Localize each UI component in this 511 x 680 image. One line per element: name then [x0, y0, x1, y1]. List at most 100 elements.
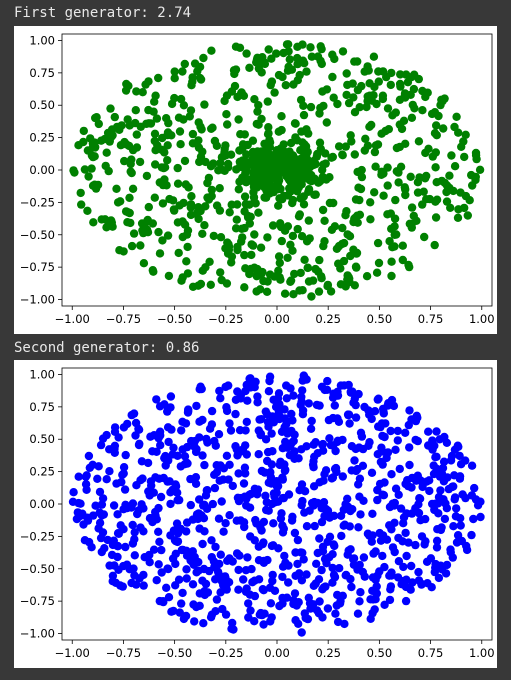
scatter-point [350, 108, 360, 117]
scatter-point [158, 199, 168, 208]
x-tick-label: −1.00 [55, 312, 90, 326]
scatter-point [98, 434, 108, 443]
scatter-point [202, 434, 211, 444]
scatter-point [427, 109, 437, 119]
scatter-point [95, 487, 105, 497]
scatter-point [166, 531, 175, 540]
scatter-point [349, 245, 358, 254]
scatter-point [318, 205, 328, 215]
x-tick-label: 1.00 [469, 646, 495, 660]
scatter-point [313, 149, 322, 159]
scatter-point [165, 194, 174, 204]
scatter-point [151, 91, 160, 100]
x-tick-label: 1.00 [469, 312, 495, 326]
scatter-point [396, 504, 406, 513]
scatter-point [278, 599, 287, 608]
scatter-point [79, 126, 89, 136]
output-label-first: First generator: 2.74 [14, 5, 192, 21]
scatter-point [399, 562, 408, 572]
scatter-point [139, 581, 148, 590]
scatter-point [253, 490, 262, 499]
scatter-point [450, 495, 459, 504]
scatter-point [475, 165, 485, 174]
scatter-point [323, 506, 333, 515]
scatter-point [296, 146, 305, 155]
scatter-point [287, 151, 297, 160]
scatter-point [228, 618, 237, 628]
scatter-point [350, 150, 359, 159]
scatter-point [254, 426, 263, 435]
scatter-point [424, 441, 433, 450]
scatter-point [141, 80, 150, 89]
scatter-point [194, 143, 204, 152]
scatter-point [79, 137, 88, 147]
scatter-point [242, 501, 251, 510]
scatter-point [96, 440, 106, 450]
scatter-point [158, 133, 167, 143]
scatter-point [216, 588, 225, 597]
scatter-point [341, 571, 350, 580]
scatter-point [317, 44, 326, 54]
x-tick-label: 0.25 [315, 312, 341, 326]
scatter-point [246, 606, 255, 615]
scatter-point [263, 157, 273, 166]
scatter-point [356, 588, 365, 597]
scatter-point [406, 90, 415, 100]
scatter-point [378, 551, 387, 561]
scatter-point [367, 96, 377, 105]
scatter-point [176, 140, 185, 149]
scatter-point [240, 130, 249, 139]
scatter-point [373, 495, 382, 505]
scatter-point [380, 562, 389, 572]
scatter-point [391, 108, 400, 117]
scatter-point [216, 233, 226, 242]
scatter-point [295, 486, 304, 495]
scatter-point [267, 77, 277, 86]
scatter-point [124, 141, 134, 151]
scatter-point [241, 160, 251, 169]
scatter-point [293, 224, 302, 234]
scatter-point [171, 559, 180, 569]
scatter-point [388, 499, 397, 508]
scatter-point [283, 171, 292, 180]
scatter-point [253, 107, 262, 116]
scatter-point [353, 609, 363, 618]
scatter-point [283, 191, 293, 200]
scatter-point [145, 550, 154, 560]
scatter-point [279, 140, 288, 149]
scatter-point [284, 40, 293, 49]
scatter-point [374, 77, 383, 86]
scatter-point [289, 596, 298, 605]
scatter-point [329, 441, 338, 450]
scatter-point [376, 536, 386, 545]
scatter-point [299, 110, 309, 120]
scatter-point [129, 409, 139, 418]
scatter-point [281, 558, 290, 567]
scatter-point [90, 143, 100, 152]
scatter-point [344, 380, 353, 390]
scatter-point [305, 599, 315, 608]
scatter-point [432, 427, 441, 436]
scatter-point [374, 258, 384, 268]
scatter-point [461, 493, 470, 503]
y-tick-label: −1.00 [20, 293, 55, 307]
scatter-point [170, 74, 179, 83]
scatter-point [119, 505, 128, 514]
scatter-point [312, 400, 322, 410]
scatter-point [327, 153, 336, 162]
scatter-point [362, 272, 372, 281]
scatter-point [105, 467, 114, 476]
scatter-point [237, 224, 246, 233]
scatter-point [89, 511, 98, 520]
scatter-point [231, 442, 240, 451]
scatter-point [325, 513, 334, 522]
scatter-point [383, 163, 392, 172]
scatter-point [74, 472, 83, 481]
scatter-point [263, 456, 272, 466]
scatter-point [123, 208, 133, 217]
scatter-point [166, 392, 176, 401]
scatter-point [341, 142, 350, 151]
scatter-point [368, 531, 377, 540]
scatter-point [417, 532, 427, 541]
scatter-point [307, 292, 316, 301]
